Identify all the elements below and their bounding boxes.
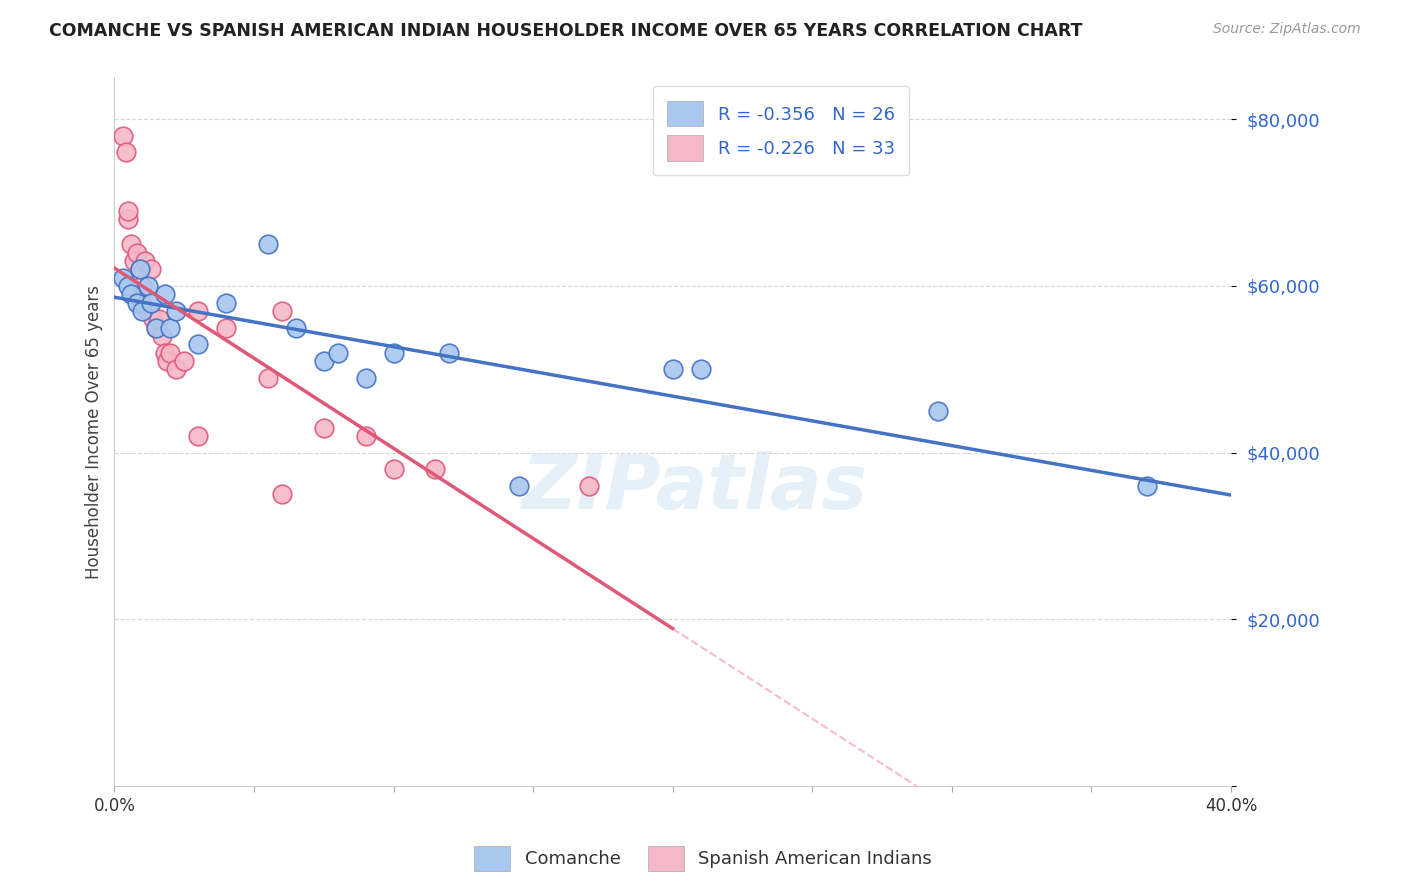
Point bbox=[927, 404, 949, 418]
Point bbox=[257, 237, 280, 252]
Point bbox=[173, 354, 195, 368]
Point bbox=[661, 362, 683, 376]
Point bbox=[165, 304, 187, 318]
Point bbox=[150, 329, 173, 343]
Point bbox=[136, 278, 159, 293]
Point bbox=[111, 270, 134, 285]
Point bbox=[382, 462, 405, 476]
Y-axis label: Householder Income Over 65 years: Householder Income Over 65 years bbox=[86, 285, 103, 579]
Point bbox=[128, 262, 150, 277]
Point bbox=[131, 278, 153, 293]
Point bbox=[284, 320, 307, 334]
Legend: Comanche, Spanish American Indians: Comanche, Spanish American Indians bbox=[467, 838, 939, 879]
Point bbox=[134, 253, 156, 268]
Point bbox=[125, 295, 148, 310]
Text: Source: ZipAtlas.com: Source: ZipAtlas.com bbox=[1213, 22, 1361, 37]
Text: ZIPatlas: ZIPatlas bbox=[522, 451, 868, 525]
Point bbox=[117, 278, 139, 293]
Point bbox=[145, 320, 167, 334]
Point bbox=[215, 320, 238, 334]
Point bbox=[326, 345, 349, 359]
Point bbox=[159, 345, 181, 359]
Point bbox=[117, 212, 139, 227]
Point bbox=[165, 362, 187, 376]
Point bbox=[578, 479, 600, 493]
Point bbox=[187, 337, 209, 351]
Point bbox=[153, 345, 176, 359]
Point bbox=[156, 354, 179, 368]
Point bbox=[1136, 479, 1159, 493]
Point bbox=[187, 429, 209, 443]
Point bbox=[120, 237, 142, 252]
Point bbox=[142, 312, 165, 326]
Point bbox=[145, 320, 167, 334]
Point bbox=[215, 295, 238, 310]
Point bbox=[689, 362, 711, 376]
Point bbox=[131, 304, 153, 318]
Point bbox=[382, 345, 405, 359]
Point bbox=[270, 304, 292, 318]
Point bbox=[136, 304, 159, 318]
Point bbox=[159, 320, 181, 334]
Point bbox=[354, 429, 377, 443]
Point bbox=[425, 462, 447, 476]
Point bbox=[139, 295, 162, 310]
Text: COMANCHE VS SPANISH AMERICAN INDIAN HOUSEHOLDER INCOME OVER 65 YEARS CORRELATION: COMANCHE VS SPANISH AMERICAN INDIAN HOUS… bbox=[49, 22, 1083, 40]
Point bbox=[128, 262, 150, 277]
Point bbox=[148, 312, 170, 326]
Point bbox=[125, 245, 148, 260]
Point bbox=[153, 287, 176, 301]
Point bbox=[312, 354, 335, 368]
Point bbox=[312, 420, 335, 434]
Point bbox=[111, 128, 134, 143]
Point bbox=[120, 287, 142, 301]
Point bbox=[139, 262, 162, 277]
Point bbox=[354, 370, 377, 384]
Legend: R = -0.356   N = 26, R = -0.226   N = 33: R = -0.356 N = 26, R = -0.226 N = 33 bbox=[652, 87, 910, 176]
Point bbox=[122, 253, 145, 268]
Point bbox=[187, 304, 209, 318]
Point bbox=[114, 145, 136, 160]
Point bbox=[270, 487, 292, 501]
Point bbox=[508, 479, 530, 493]
Point bbox=[257, 370, 280, 384]
Point bbox=[439, 345, 461, 359]
Point bbox=[117, 203, 139, 218]
Point bbox=[131, 295, 153, 310]
